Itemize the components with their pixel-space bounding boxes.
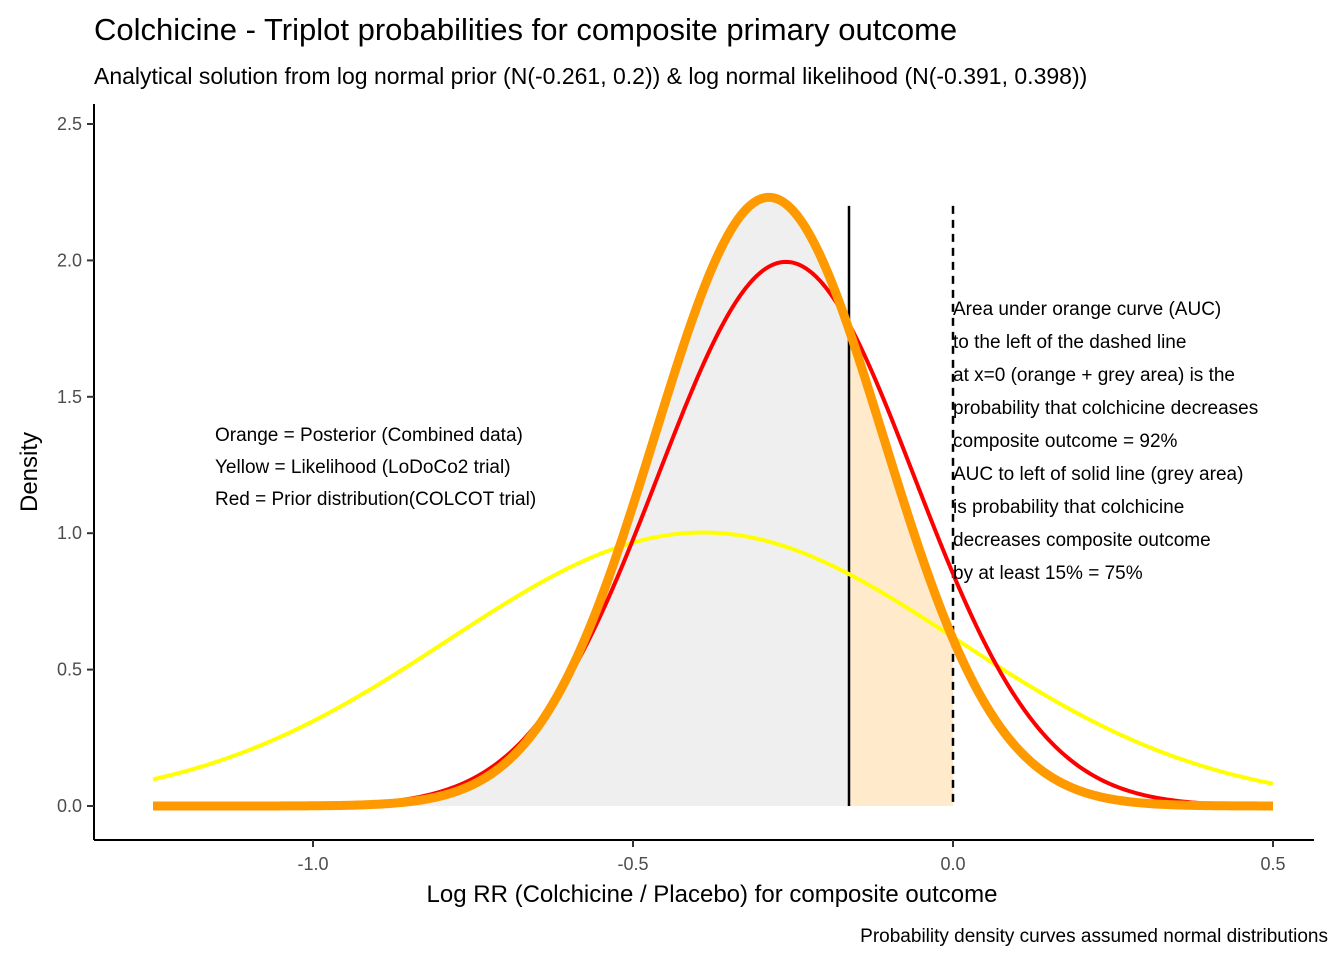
y-axis-title: Density — [16, 432, 43, 512]
y-tick-label: 1.5 — [57, 387, 82, 407]
x-axis-title: Log RR (Colchicine / Placebo) for compos… — [427, 881, 998, 908]
auc-annotation-line: is probability that colchicine — [953, 497, 1184, 518]
y-axis-ticks: 0.0 0.5 1.0 1.5 2.0 2.5 — [57, 114, 94, 816]
x-tick-label: 0.0 — [940, 854, 965, 874]
auc-annotation-line: Area under orange curve (AUC) — [953, 299, 1221, 320]
legend-annotation-line: Yellow = Likelihood (LoDoCo2 trial) — [215, 457, 511, 478]
auc-annotation-line: probability that colchicine decreases — [953, 398, 1258, 419]
chart-subtitle: Analytical solution from log normal prio… — [94, 63, 1087, 89]
posterior-curve — [151, 192, 1275, 811]
y-tick-label: 2.5 — [57, 114, 82, 134]
legend-annotation-line: Orange = Posterior (Combined data) — [215, 425, 523, 446]
auc-annotation-line: to the left of the dashed line — [953, 332, 1186, 353]
y-tick-label: 1.0 — [57, 523, 82, 543]
shaded-region-1 — [153, 197, 849, 806]
x-tick-label: -1.0 — [297, 854, 328, 874]
auc-annotation: Area under orange curve (AUC) to the lef… — [953, 299, 1258, 584]
plot-area — [151, 192, 1275, 811]
legend-annotation: Orange = Posterior (Combined data) Yellow… — [215, 425, 536, 510]
auc-annotation-line: AUC to left of solid line (grey area) — [953, 464, 1243, 485]
x-tick-label: -0.5 — [617, 854, 648, 874]
x-tick-label: 0.5 — [1260, 854, 1285, 874]
y-tick-label: 0.5 — [57, 660, 82, 680]
reference-lines — [847, 205, 955, 806]
shaded-region-2 — [849, 329, 953, 806]
likelihood-curve — [152, 530, 1274, 786]
y-tick-label: 0.0 — [57, 796, 82, 816]
auc-annotation-line: composite outcome = 92% — [953, 431, 1178, 452]
auc-annotation-line: by at least 15% = 75% — [953, 563, 1143, 584]
chart-title: Colchicine - Triplot probabilities for c… — [94, 12, 957, 47]
auc-annotation-line: at x=0 (orange + grey area) is the — [953, 365, 1235, 386]
density-curves — [151, 192, 1275, 811]
x-axis-ticks: -1.0 -0.5 0.0 0.5 — [297, 840, 1286, 874]
chart-caption: Probability density curves assumed norma… — [860, 926, 1328, 947]
shaded-regions — [153, 197, 953, 806]
auc-annotation-line: decreases composite outcome — [953, 530, 1211, 551]
y-tick-label: 2.0 — [57, 250, 82, 270]
legend-annotation-line: Red = Prior distribution(COLCOT trial) — [215, 489, 536, 510]
